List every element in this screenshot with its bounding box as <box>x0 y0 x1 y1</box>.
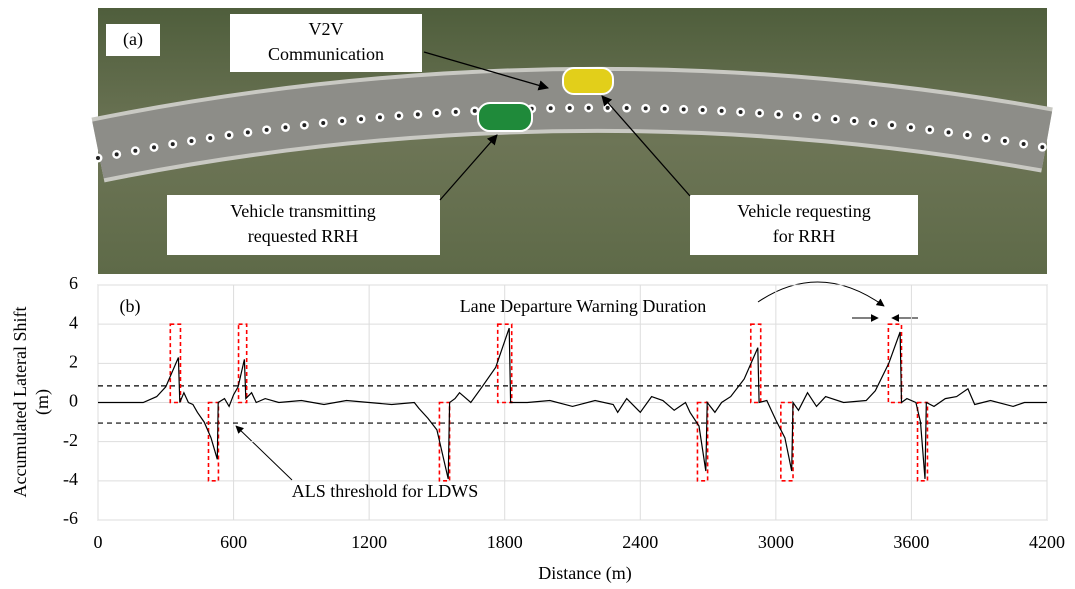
green-car <box>478 103 532 131</box>
chart: (b) Lane Departure Warning Duration ALS … <box>10 273 1065 584</box>
y-tick-label: -2 <box>63 430 78 450</box>
panel-label: (a) <box>123 29 143 50</box>
page: (a) V2V Communication Vehicle transmitti… <box>0 0 1075 589</box>
callout-text: for RRH <box>773 226 836 246</box>
callout-text: Communication <box>268 44 384 64</box>
x-tick-label: 3600 <box>893 532 929 552</box>
panel-label: (b) <box>120 296 141 317</box>
x-axis-label: Distance (m) <box>538 563 631 584</box>
callout-text: Vehicle requesting <box>737 201 870 221</box>
x-tick-label: 1800 <box>487 532 523 552</box>
callout-text: requested RRH <box>248 226 358 246</box>
x-tick-label: 3000 <box>758 532 794 552</box>
figure: (a) V2V Communication Vehicle transmitti… <box>0 0 1075 584</box>
callout-text: V2V <box>309 19 344 39</box>
y-tick-label: -4 <box>63 469 78 489</box>
y-tick-label: 2 <box>69 351 78 371</box>
y-tick-label: -6 <box>63 508 78 528</box>
yellow-car <box>563 68 613 94</box>
y-tick-label: 0 <box>69 391 78 411</box>
x-tick-label: 0 <box>94 532 103 552</box>
y-tick-label: 6 <box>69 273 78 293</box>
x-tick-label: 2400 <box>622 532 658 552</box>
aerial-image: (a) V2V Communication Vehicle transmitti… <box>98 8 1047 274</box>
y-axis-label: Accumulated Lateral Shift <box>10 307 30 498</box>
annotation: Lane Departure Warning Duration <box>460 296 707 316</box>
annotation: ALS threshold for LDWS <box>292 481 478 501</box>
y-axis-label: (m) <box>32 389 53 415</box>
x-tick-label: 4200 <box>1029 532 1065 552</box>
y-tick-label: 4 <box>69 312 78 332</box>
callout-text: Vehicle transmitting <box>230 201 375 221</box>
x-tick-label: 600 <box>220 532 247 552</box>
x-tick-label: 1200 <box>351 532 387 552</box>
